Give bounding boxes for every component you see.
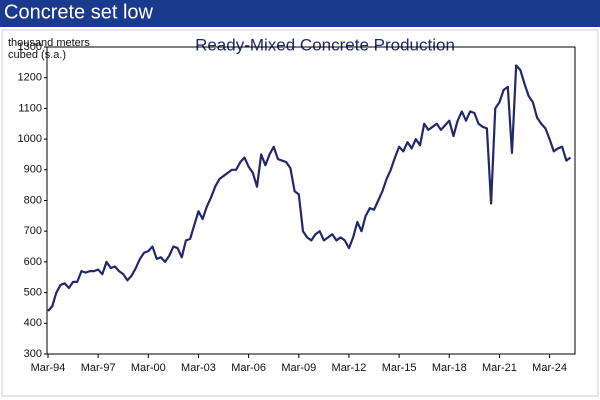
y-tick-label: 1100 — [18, 102, 42, 114]
y-tick-label: 1300 — [18, 41, 42, 53]
x-tick-label: Mar-06 — [231, 362, 266, 374]
series-line — [47, 64, 572, 312]
x-tick-label: Mar-09 — [281, 362, 316, 374]
y-tick-label: 500 — [24, 287, 42, 299]
chart-frame — [1, 29, 599, 397]
x-tick-label: Mar-18 — [432, 362, 467, 374]
y-axis-label: thousand meters cubed (s.a.) — [8, 37, 90, 61]
x-tick-label: Mar-00 — [131, 362, 166, 374]
header-title: Concrete set low — [4, 1, 154, 23]
y-tick-label: 600 — [24, 256, 42, 268]
x-tick-label: Mar-03 — [181, 362, 216, 374]
x-tick-label: Mar-94 — [31, 362, 66, 374]
header-banner — [0, 0, 600, 27]
plot-frame — [46, 46, 576, 355]
x-tick-label: Mar-12 — [332, 362, 367, 374]
y-tick-label: 1000 — [18, 133, 42, 145]
x-tick-label: Mar-21 — [482, 362, 517, 374]
x-tick-label: Mar-15 — [382, 362, 417, 374]
chart-title: Ready-Mixed Concrete Production — [195, 35, 455, 54]
y-tick-label: 1200 — [18, 72, 42, 84]
y-tick-label: 400 — [24, 317, 42, 329]
x-tick-label: Mar-97 — [81, 362, 116, 374]
x-tick-label: Mar-24 — [532, 362, 567, 374]
y-tick-label: 700 — [24, 225, 42, 237]
y-tick-label: 300 — [24, 348, 42, 360]
y-tick-label: 800 — [24, 194, 42, 206]
y-tick-label: 900 — [24, 164, 42, 176]
